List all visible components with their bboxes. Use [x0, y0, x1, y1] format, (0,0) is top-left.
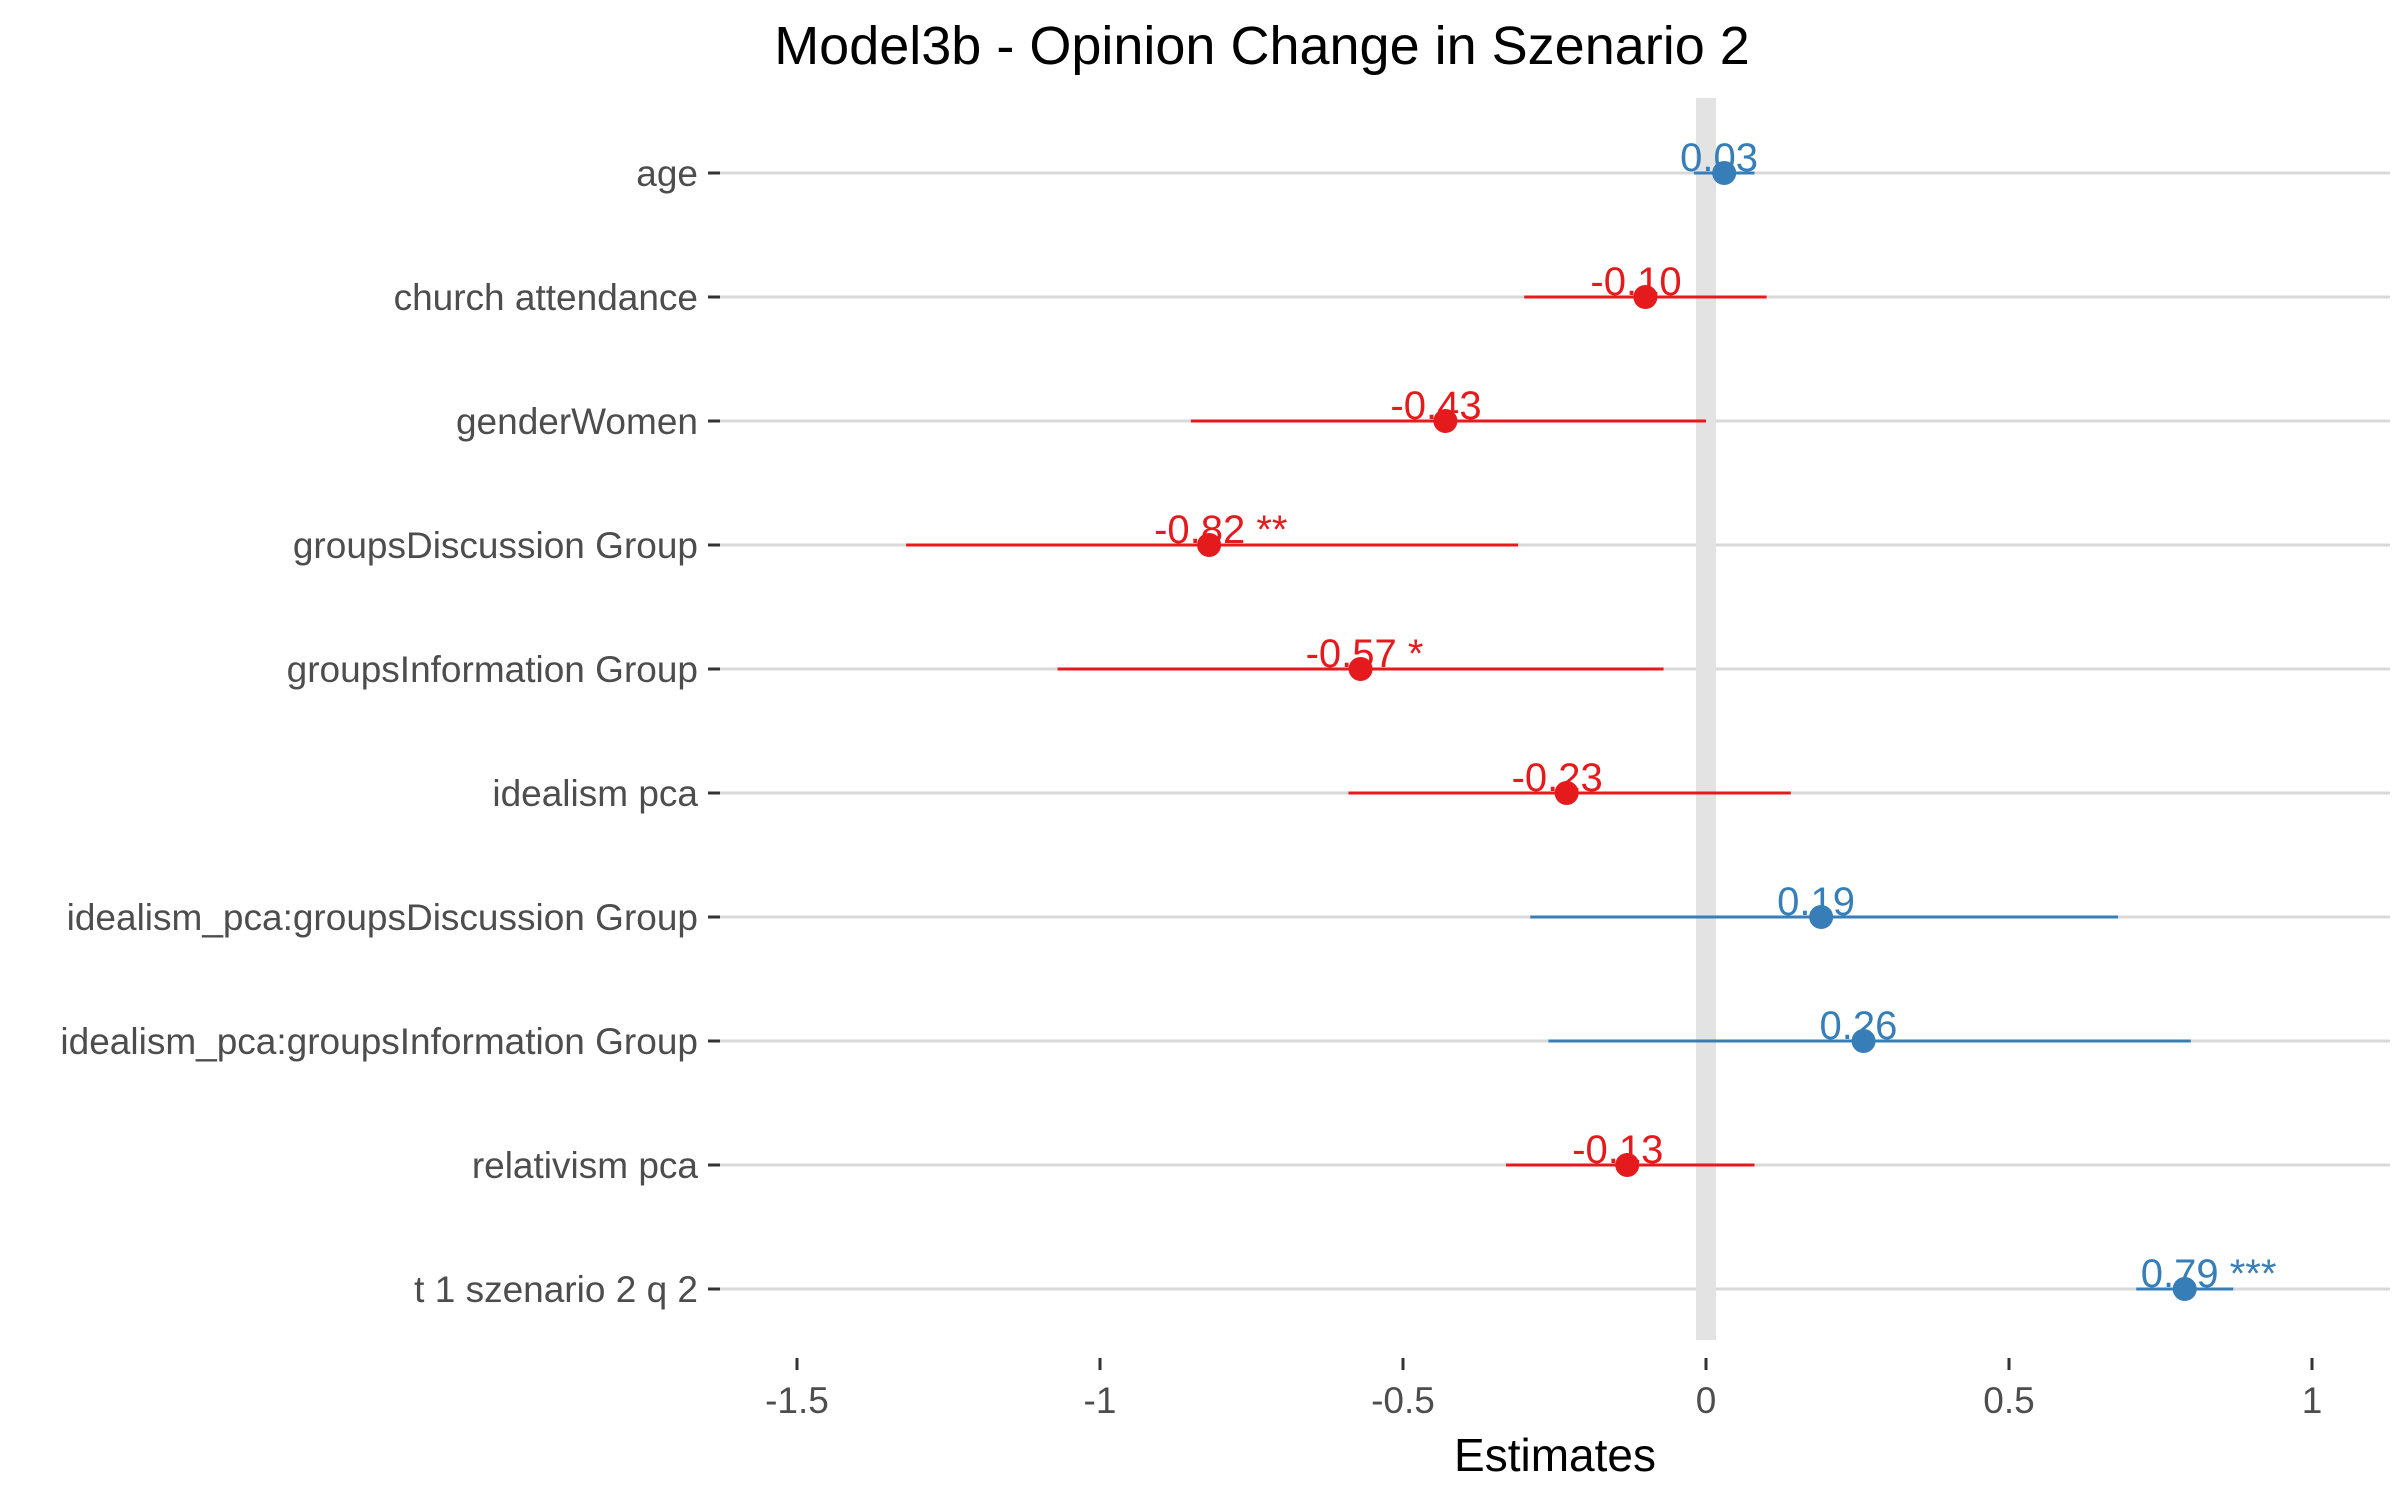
estimate-label: -0.43	[1390, 384, 1481, 428]
x-axis-ticks: -1.5 -1 -0.5 0 0.5 1	[765, 1358, 2322, 1421]
estimate-label: -0.13	[1572, 1128, 1663, 1172]
chart-title: Model3b - Opinion Change in Szenario 2	[774, 16, 1750, 76]
estimate-point	[1712, 161, 1737, 185]
estimate-point	[1433, 409, 1458, 433]
estimate-label: -0.57 *	[1306, 632, 1424, 676]
term-label: t 1 szenario 2 q 2	[414, 1269, 698, 1310]
term-label: church attendance	[394, 277, 698, 318]
zero-reference	[1696, 98, 1716, 1340]
estimate-point	[1809, 905, 1834, 929]
estimate-point	[1633, 285, 1658, 309]
estimate-label: 0.79 ***	[2141, 1252, 2277, 1296]
estimate-label: -0.10	[1590, 260, 1681, 304]
estimate-label: 0.19	[1777, 880, 1855, 924]
x-tick-label: -1.5	[765, 1380, 829, 1421]
term-label: idealism pca	[492, 773, 698, 814]
zero-line	[1696, 98, 1716, 1340]
estimate-label: -0.23	[1512, 756, 1603, 800]
term-label: groupsDiscussion Group	[293, 525, 698, 566]
estimate-label: 0.03	[1680, 136, 1758, 180]
x-tick-label: 1	[2302, 1380, 2323, 1421]
term-label: age	[636, 153, 698, 194]
x-tick-label: -0.5	[1371, 1380, 1435, 1421]
term-label: genderWomen	[456, 401, 698, 442]
gridlines	[720, 171, 2390, 1291]
x-tick-label: 0.5	[1983, 1380, 2034, 1421]
estimate-point	[1554, 781, 1579, 805]
term-label: groupsInformation Group	[287, 649, 698, 690]
estimate-label: 0.26	[1820, 1004, 1898, 1048]
estimate-point	[2172, 1277, 2197, 1301]
estimate-marks: 0.03 -0.10 -0.43 -0.82 ** -0.57 * -0.23 0.19 0.…	[906, 136, 2276, 1301]
estimate-label: -0.82 **	[1154, 508, 1287, 552]
term-label: idealism_pca:groupsDiscussion Group	[67, 897, 698, 938]
estimate-point	[1615, 1153, 1640, 1177]
term-labels: age church attendance genderWomen groupsDis…	[60, 153, 720, 1310]
x-axis-label: Estimates	[1454, 1429, 1656, 1481]
x-tick-label: -1	[1084, 1380, 1117, 1421]
x-tick-label: 0	[1696, 1380, 1717, 1421]
term-label: idealism_pca:groupsInformation Group	[60, 1021, 698, 1062]
estimate-point	[1851, 1029, 1876, 1053]
term-label: relativism pca	[472, 1145, 699, 1186]
estimate-point	[1197, 533, 1222, 557]
estimate-point	[1348, 657, 1373, 681]
